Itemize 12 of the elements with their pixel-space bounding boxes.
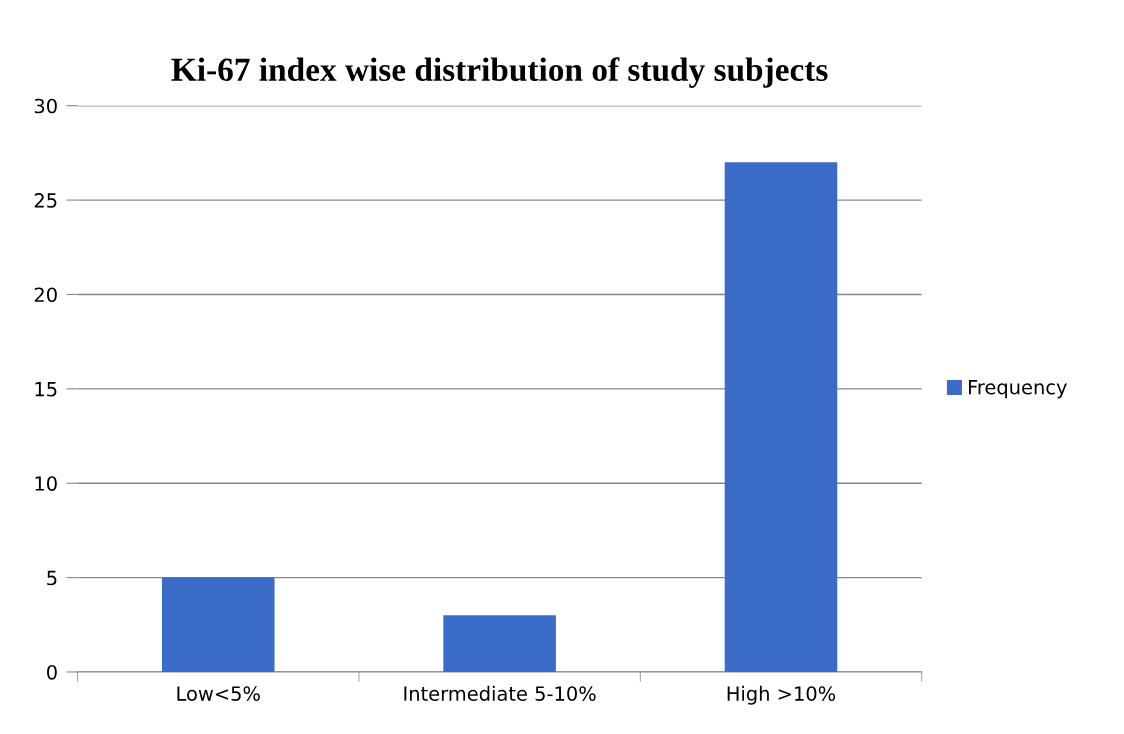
y-tick-label: 30 bbox=[34, 98, 57, 114]
x-tick-label: Low<5% bbox=[177, 686, 260, 701]
y-tick-label: 10 bbox=[35, 476, 57, 491]
y-tick-label: 20 bbox=[34, 287, 57, 303]
chart-title: Ki-67 index wise distribution of study subjects bbox=[171, 57, 828, 88]
y-tick-label: 5 bbox=[47, 570, 57, 586]
legend-label: Frequency bbox=[968, 380, 1067, 399]
y-tick-label: 25 bbox=[34, 193, 57, 208]
y-tick-label: 0 bbox=[47, 664, 57, 680]
x-tick-label: Intermediate 5-10% bbox=[404, 685, 596, 701]
y-tick-label: 15 bbox=[35, 382, 57, 397]
x-tick-label: High >10% bbox=[727, 685, 836, 705]
